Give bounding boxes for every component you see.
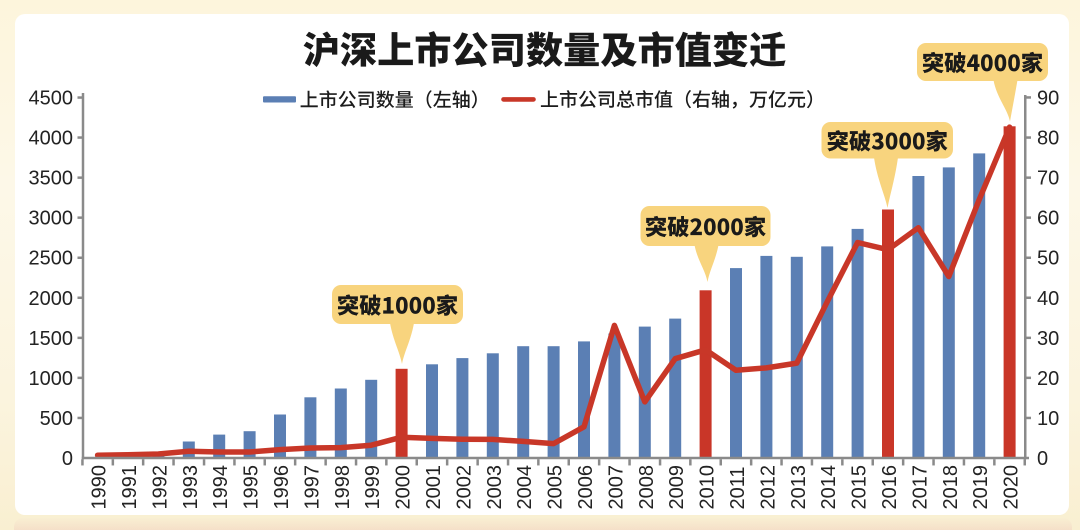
svg-text:2019: 2019 xyxy=(970,465,992,510)
svg-text:2007: 2007 xyxy=(605,465,627,510)
svg-text:2001: 2001 xyxy=(423,465,445,510)
svg-text:2018: 2018 xyxy=(940,465,962,510)
svg-text:90: 90 xyxy=(1037,88,1059,110)
svg-text:2012: 2012 xyxy=(757,465,779,510)
svg-text:2010: 2010 xyxy=(697,465,719,510)
svg-text:2017: 2017 xyxy=(909,465,931,510)
svg-text:2014: 2014 xyxy=(818,465,840,510)
svg-text:1000: 1000 xyxy=(29,368,74,390)
svg-text:2004: 2004 xyxy=(514,465,536,510)
svg-text:4500: 4500 xyxy=(29,88,74,110)
svg-text:1990: 1990 xyxy=(89,465,111,510)
svg-text:1993: 1993 xyxy=(180,465,202,510)
svg-text:2000: 2000 xyxy=(29,288,74,310)
svg-text:1998: 1998 xyxy=(332,465,354,510)
svg-text:3000: 3000 xyxy=(29,208,74,230)
svg-text:70: 70 xyxy=(1037,168,1059,190)
svg-text:1500: 1500 xyxy=(29,328,74,350)
svg-text:1997: 1997 xyxy=(301,465,323,510)
svg-text:2015: 2015 xyxy=(849,465,871,510)
svg-text:500: 500 xyxy=(40,408,73,430)
svg-text:0: 0 xyxy=(1037,448,1048,470)
svg-text:2016: 2016 xyxy=(879,465,901,510)
svg-text:2011: 2011 xyxy=(727,466,749,509)
svg-text:2005: 2005 xyxy=(545,465,567,510)
svg-text:2009: 2009 xyxy=(666,465,688,510)
svg-text:2002: 2002 xyxy=(453,465,475,510)
svg-text:20: 20 xyxy=(1037,368,1059,390)
svg-text:2008: 2008 xyxy=(636,465,658,510)
svg-text:2500: 2500 xyxy=(29,248,74,270)
svg-text:1992: 1992 xyxy=(149,465,171,510)
svg-text:1994: 1994 xyxy=(210,465,232,510)
svg-text:2020: 2020 xyxy=(1001,465,1023,510)
svg-text:2013: 2013 xyxy=(788,465,810,510)
svg-text:1991: 1991 xyxy=(119,465,141,510)
svg-text:50: 50 xyxy=(1037,248,1059,270)
svg-text:10: 10 xyxy=(1037,408,1059,430)
svg-text:4000: 4000 xyxy=(29,128,74,150)
svg-text:80: 80 xyxy=(1037,128,1059,150)
svg-text:1999: 1999 xyxy=(362,465,384,510)
svg-text:60: 60 xyxy=(1037,208,1059,230)
svg-text:1996: 1996 xyxy=(271,465,293,510)
svg-text:2003: 2003 xyxy=(484,465,506,510)
svg-text:3500: 3500 xyxy=(29,168,74,190)
svg-text:2000: 2000 xyxy=(393,465,415,510)
svg-text:2006: 2006 xyxy=(575,465,597,510)
svg-text:40: 40 xyxy=(1037,288,1059,310)
svg-text:30: 30 xyxy=(1037,328,1059,350)
svg-text:0: 0 xyxy=(62,448,73,470)
svg-text:1995: 1995 xyxy=(241,465,263,510)
